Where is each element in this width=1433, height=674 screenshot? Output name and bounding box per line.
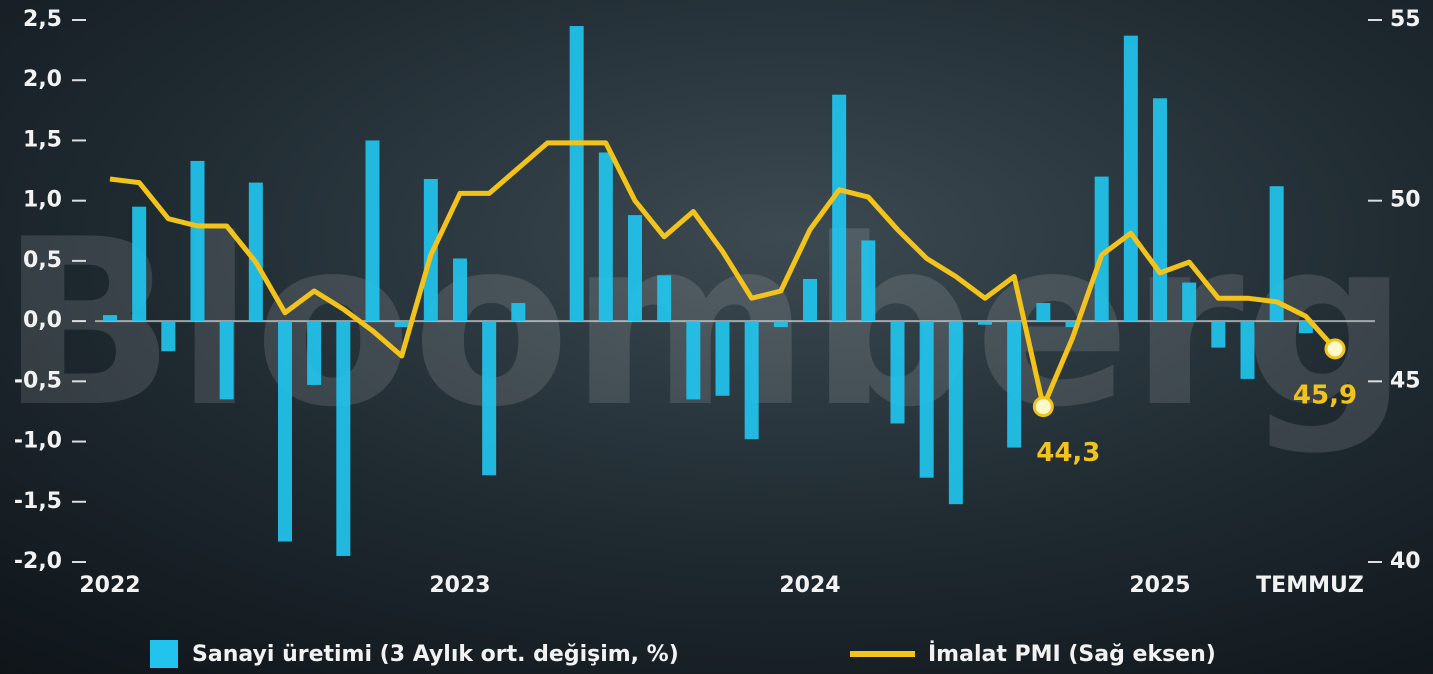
- y-tick-label: 1,0: [23, 188, 62, 213]
- bar: [1211, 321, 1226, 348]
- y-tick-label: 0,5: [23, 248, 62, 273]
- bar: [1123, 35, 1138, 322]
- bar: [1240, 321, 1255, 379]
- y-tick-label: -1,5: [14, 489, 62, 514]
- legend-label: İmalat PMI (Sağ eksen): [928, 641, 1216, 667]
- bar: [1094, 176, 1109, 322]
- bar: [1182, 282, 1197, 322]
- bar: [248, 182, 263, 322]
- x-tick-label: 2024: [779, 573, 840, 598]
- bar: [744, 321, 759, 440]
- bar: [978, 321, 992, 325]
- y-tick-label: 0,0: [23, 308, 62, 333]
- y-tick-label: 2,0: [23, 67, 62, 92]
- bar: [482, 321, 497, 476]
- watermark: Bloomberg: [0, 191, 1409, 458]
- bar: [1007, 321, 1022, 448]
- y-tick-label: -0,5: [14, 368, 62, 393]
- y2-tick-label: 40: [1390, 549, 1421, 574]
- bar: [365, 140, 380, 322]
- line: [109, 140, 1337, 410]
- bar: [103, 315, 117, 322]
- highlight-marker: [1324, 338, 1346, 360]
- bar: [1269, 186, 1284, 322]
- y2-tick-label: 50: [1390, 188, 1421, 213]
- bar: [219, 321, 234, 400]
- bar: [1036, 303, 1051, 322]
- bar: [190, 160, 205, 322]
- bar: [1298, 321, 1313, 334]
- highlight-marker: [1032, 396, 1054, 418]
- bar: [919, 321, 934, 478]
- value-label: 44,3: [1036, 438, 1100, 468]
- y-tick-label: -2,0: [14, 549, 62, 574]
- bar: [832, 94, 847, 322]
- x-tick-label: 2023: [429, 573, 490, 598]
- bar: [307, 321, 322, 385]
- y-tick-label: 2,5: [23, 7, 62, 32]
- y2-tick-label: 55: [1390, 7, 1421, 32]
- bar: [161, 321, 176, 352]
- bar: [628, 215, 642, 322]
- bar: [803, 278, 817, 322]
- bar: [132, 206, 147, 322]
- bar: [1065, 321, 1080, 328]
- x-tick-label: 2025: [1129, 573, 1190, 598]
- bar: [394, 321, 409, 328]
- y-tick-label: -1,0: [14, 429, 62, 454]
- bar: [948, 321, 963, 505]
- y-tick-label: 1,5: [23, 127, 62, 152]
- bar: [453, 258, 467, 322]
- legend-swatch: [150, 640, 178, 668]
- bar: [511, 303, 526, 322]
- bar: [773, 321, 788, 328]
- bar: [686, 321, 701, 400]
- bar: [715, 321, 730, 396]
- value-label: 45,9: [1293, 380, 1357, 410]
- legend-label: Sanayi üretimi (3 Aylık ort. değişim, %): [192, 642, 679, 667]
- bar: [657, 275, 672, 322]
- bar: [278, 321, 292, 542]
- bar: [890, 321, 905, 424]
- bar: [336, 321, 351, 556]
- x-tick-label: 2022: [79, 573, 140, 598]
- bar: [861, 240, 876, 322]
- bar: [1153, 98, 1167, 322]
- y2-tick-label: 45: [1390, 368, 1421, 393]
- x-tick-label: TEMMUZ: [1256, 573, 1364, 598]
- bar: [569, 26, 584, 322]
- bar: [598, 152, 613, 322]
